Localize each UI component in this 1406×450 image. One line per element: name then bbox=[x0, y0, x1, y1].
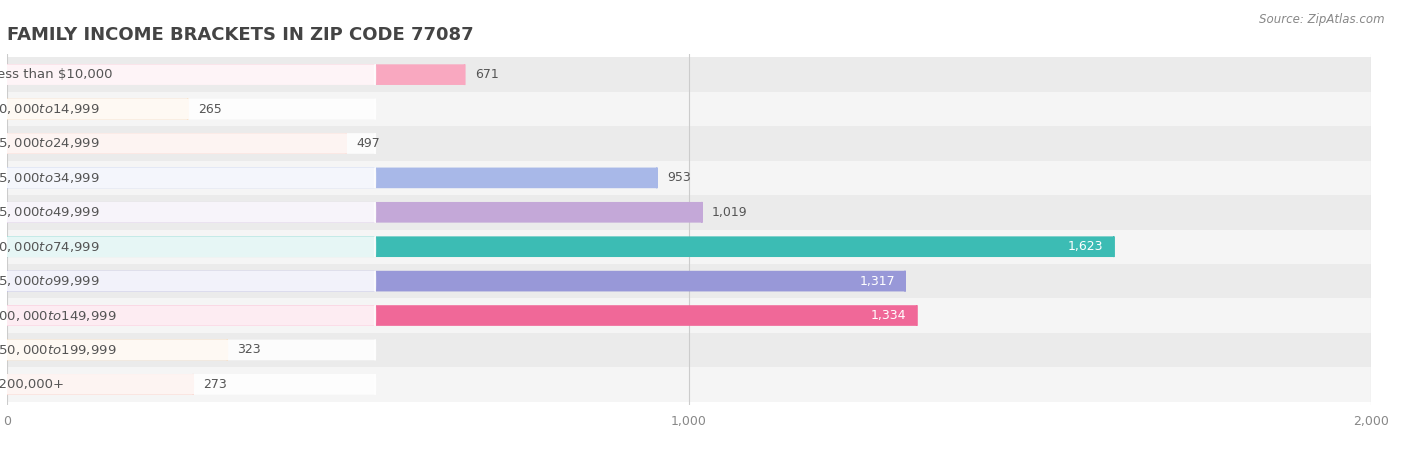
FancyBboxPatch shape bbox=[7, 236, 1114, 257]
FancyBboxPatch shape bbox=[7, 374, 193, 395]
FancyBboxPatch shape bbox=[7, 195, 1371, 230]
FancyBboxPatch shape bbox=[0, 271, 375, 292]
FancyBboxPatch shape bbox=[7, 202, 702, 223]
FancyBboxPatch shape bbox=[0, 202, 375, 223]
FancyBboxPatch shape bbox=[0, 133, 375, 154]
FancyBboxPatch shape bbox=[0, 374, 375, 395]
Text: $10,000 to $14,999: $10,000 to $14,999 bbox=[0, 102, 100, 116]
Text: $35,000 to $49,999: $35,000 to $49,999 bbox=[0, 205, 100, 219]
FancyBboxPatch shape bbox=[7, 367, 1371, 401]
FancyBboxPatch shape bbox=[7, 340, 228, 360]
FancyBboxPatch shape bbox=[7, 230, 1371, 264]
Text: 1,623: 1,623 bbox=[1069, 240, 1104, 253]
FancyBboxPatch shape bbox=[7, 58, 1371, 92]
Text: $50,000 to $74,999: $50,000 to $74,999 bbox=[0, 240, 100, 254]
FancyBboxPatch shape bbox=[0, 64, 375, 85]
Text: 953: 953 bbox=[666, 171, 690, 184]
FancyBboxPatch shape bbox=[7, 298, 1371, 333]
Text: $75,000 to $99,999: $75,000 to $99,999 bbox=[0, 274, 100, 288]
FancyBboxPatch shape bbox=[7, 264, 1371, 298]
FancyBboxPatch shape bbox=[0, 236, 375, 257]
Text: 1,019: 1,019 bbox=[711, 206, 748, 219]
FancyBboxPatch shape bbox=[0, 99, 375, 119]
Text: Source: ZipAtlas.com: Source: ZipAtlas.com bbox=[1260, 14, 1385, 27]
Text: 1,317: 1,317 bbox=[859, 274, 894, 288]
FancyBboxPatch shape bbox=[7, 99, 188, 119]
FancyBboxPatch shape bbox=[0, 340, 375, 360]
Text: 1,334: 1,334 bbox=[870, 309, 907, 322]
Text: 323: 323 bbox=[238, 343, 262, 356]
Text: 273: 273 bbox=[204, 378, 228, 391]
Text: $15,000 to $24,999: $15,000 to $24,999 bbox=[0, 136, 100, 150]
FancyBboxPatch shape bbox=[7, 305, 917, 326]
Text: $200,000+: $200,000+ bbox=[0, 378, 65, 391]
Text: 671: 671 bbox=[475, 68, 499, 81]
Text: $150,000 to $199,999: $150,000 to $199,999 bbox=[0, 343, 117, 357]
Text: $25,000 to $34,999: $25,000 to $34,999 bbox=[0, 171, 100, 185]
FancyBboxPatch shape bbox=[0, 305, 375, 326]
FancyBboxPatch shape bbox=[7, 167, 657, 188]
Text: $100,000 to $149,999: $100,000 to $149,999 bbox=[0, 309, 117, 323]
FancyBboxPatch shape bbox=[7, 92, 1371, 126]
FancyBboxPatch shape bbox=[7, 161, 1371, 195]
FancyBboxPatch shape bbox=[7, 133, 346, 154]
Text: FAMILY INCOME BRACKETS IN ZIP CODE 77087: FAMILY INCOME BRACKETS IN ZIP CODE 77087 bbox=[7, 26, 474, 44]
FancyBboxPatch shape bbox=[7, 271, 905, 292]
FancyBboxPatch shape bbox=[7, 126, 1371, 161]
Text: Less than $10,000: Less than $10,000 bbox=[0, 68, 112, 81]
FancyBboxPatch shape bbox=[7, 64, 464, 85]
FancyBboxPatch shape bbox=[0, 167, 375, 188]
Text: 497: 497 bbox=[356, 137, 380, 150]
Text: 265: 265 bbox=[198, 103, 222, 116]
FancyBboxPatch shape bbox=[7, 333, 1371, 367]
